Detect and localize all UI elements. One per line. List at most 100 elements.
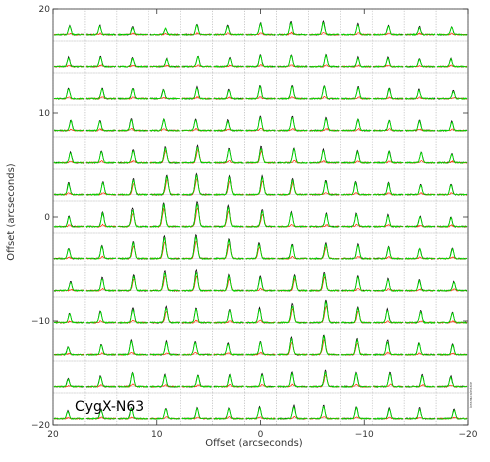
spectrum-line (245, 85, 276, 100)
spectrum-line (277, 211, 308, 228)
spectrum-line (213, 90, 244, 100)
spectrum-cell (212, 328, 245, 362)
spectrum-cell (403, 264, 437, 298)
spectrum-line (372, 310, 404, 324)
spectrum-line (213, 238, 244, 260)
cell-border (52, 136, 86, 170)
spectrum-line (437, 153, 468, 164)
y-tick-label: 10 (39, 109, 51, 119)
spectrum-line (436, 409, 468, 420)
spectrum-cell (276, 104, 309, 138)
spectrum-line (181, 341, 212, 357)
spectrum-line (85, 151, 117, 164)
spectrum-cell (340, 8, 373, 42)
spectrum-cell (84, 200, 118, 234)
spectrum-cell (244, 232, 277, 266)
spectrum-line (181, 55, 212, 68)
spectrum-cell (340, 296, 373, 330)
spectrum-line (181, 271, 212, 292)
spectrum-line (149, 89, 180, 100)
spectrum-line (340, 338, 372, 356)
spectrum-line (245, 117, 276, 132)
spectrum-line (149, 408, 180, 420)
cell-border (371, 8, 405, 42)
spectrum-line (340, 307, 372, 324)
spectrum-line (85, 88, 117, 100)
spectrum-cell (435, 8, 469, 42)
spectrum-line (117, 57, 149, 68)
spectrum-cell (308, 328, 341, 362)
spectrum-cell (371, 40, 405, 74)
spectrum-line (213, 149, 244, 164)
x-tick-label: −10 (355, 430, 374, 440)
cell-border (180, 40, 213, 74)
spectrum-line (53, 216, 85, 228)
spectrum-line (277, 22, 308, 36)
spectrum-cell (403, 296, 437, 330)
spectrum-line (309, 300, 340, 324)
spectrum-cell (403, 104, 437, 138)
spectrum-cell (403, 232, 437, 266)
spectrum-line (149, 241, 180, 260)
spectrum-line (53, 119, 85, 132)
spectrum-cell (371, 168, 405, 202)
cell-border (340, 40, 373, 74)
spectrum-line (245, 149, 276, 164)
spectrum-cell (212, 72, 245, 106)
cell-border (116, 360, 150, 394)
spectrum-line (309, 85, 340, 100)
spectrum-line (372, 87, 404, 100)
spectrum-line (213, 408, 244, 420)
spectrum-cell (84, 104, 118, 138)
spectrum-cell (308, 40, 341, 74)
spectrum-line (53, 410, 85, 420)
spectrum-line (117, 212, 148, 228)
spectrum-line (372, 408, 404, 420)
spectrum-line (85, 255, 116, 260)
spectrum-line (181, 375, 212, 389)
spectrum-cell (403, 328, 437, 362)
spectrum-line (117, 308, 149, 324)
cell-border (340, 360, 373, 394)
spectrum-line (373, 215, 404, 229)
spectrum-line (405, 151, 436, 164)
spectrum-line (117, 88, 149, 100)
x-tick-label: 10 (151, 430, 163, 440)
spectrum-line (245, 341, 276, 356)
spectrum-line (117, 275, 149, 292)
spectrum-line (213, 206, 244, 229)
spectrum-cell (148, 264, 181, 298)
spectrum-line (245, 96, 276, 100)
spectrum-line (404, 311, 436, 325)
spectrum-line (85, 376, 117, 388)
spectrum-cell (148, 8, 181, 42)
spectrum-line (245, 306, 276, 324)
spectrum-cell (308, 8, 341, 42)
spectrum-line (245, 210, 276, 228)
cell-border (244, 264, 277, 298)
spectrum-line (53, 346, 84, 357)
cell-border (52, 328, 86, 362)
cell-border (435, 40, 469, 74)
spectrum-line (373, 373, 404, 388)
cell-border (308, 264, 341, 298)
spectrum-line (373, 26, 404, 36)
spectrum-cell (244, 40, 277, 74)
cell-border (308, 40, 341, 74)
spectrum-line (245, 22, 276, 36)
spectrum-cell (84, 232, 118, 266)
y-axis-label: Offset (arcseconds) (6, 163, 17, 261)
spectrum-line (373, 57, 404, 68)
side-meta-label: scale (469, 390, 473, 399)
cell-border (212, 72, 245, 106)
spectrum-cell (340, 360, 373, 394)
spectrum-line (309, 371, 340, 388)
spectrum-cell (403, 136, 437, 170)
spectrum-line (436, 26, 468, 37)
y-tick-label: −20 (31, 421, 50, 431)
spectrum-cell (180, 136, 213, 170)
cell-border (371, 104, 405, 138)
spectrum-line (245, 176, 276, 196)
spectrum-cell (84, 8, 118, 42)
spectrum-line (372, 279, 404, 292)
